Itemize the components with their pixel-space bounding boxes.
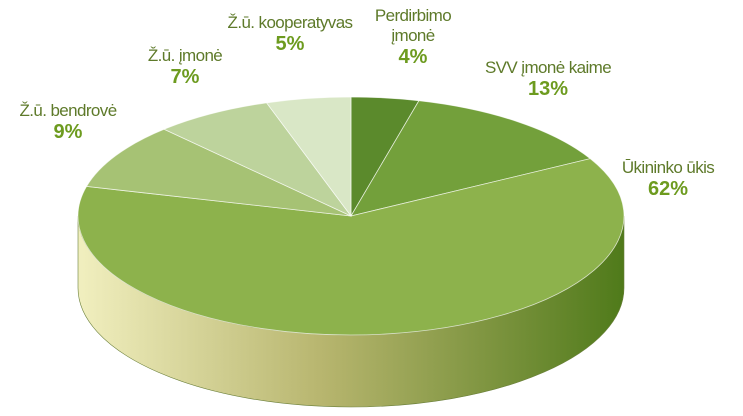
value-label: 4% (398, 46, 428, 68)
category-label: Ž.ū. bendrovė (19, 101, 117, 120)
pie-slice (163, 102, 352, 217)
pie-slice (85, 128, 352, 217)
slice-label: Ūkininko ūkis 62% (621, 158, 715, 200)
pie-slice (265, 96, 352, 218)
value-label: 62% (647, 178, 689, 200)
slice-label: Ž.ū. bendrovė 9% (19, 101, 117, 143)
slice-label: Ž.ū. įmonė 7% (147, 46, 223, 88)
category-label: Ūkininko ūkis (621, 158, 715, 177)
category-label: Perdirbimo įmonė (374, 6, 452, 45)
pie-slice (77, 158, 625, 336)
value-label: 5% (275, 33, 305, 55)
slice-label: Perdirbimo įmonė 4% (358, 6, 468, 68)
pie-slice (350, 100, 592, 217)
slice-label: SVV įmonė kaime 13% (484, 58, 612, 100)
value-label: 7% (170, 66, 200, 88)
category-label: Ž.ū. kooperatyvas (227, 13, 354, 32)
value-label: 13% (527, 78, 569, 100)
value-label: 9% (53, 121, 83, 143)
category-label: SVV įmonė kaime (484, 58, 612, 77)
slice-label: Ž.ū. kooperatyvas 5% (227, 13, 354, 55)
category-label: Ž.ū. įmonė (147, 46, 223, 65)
